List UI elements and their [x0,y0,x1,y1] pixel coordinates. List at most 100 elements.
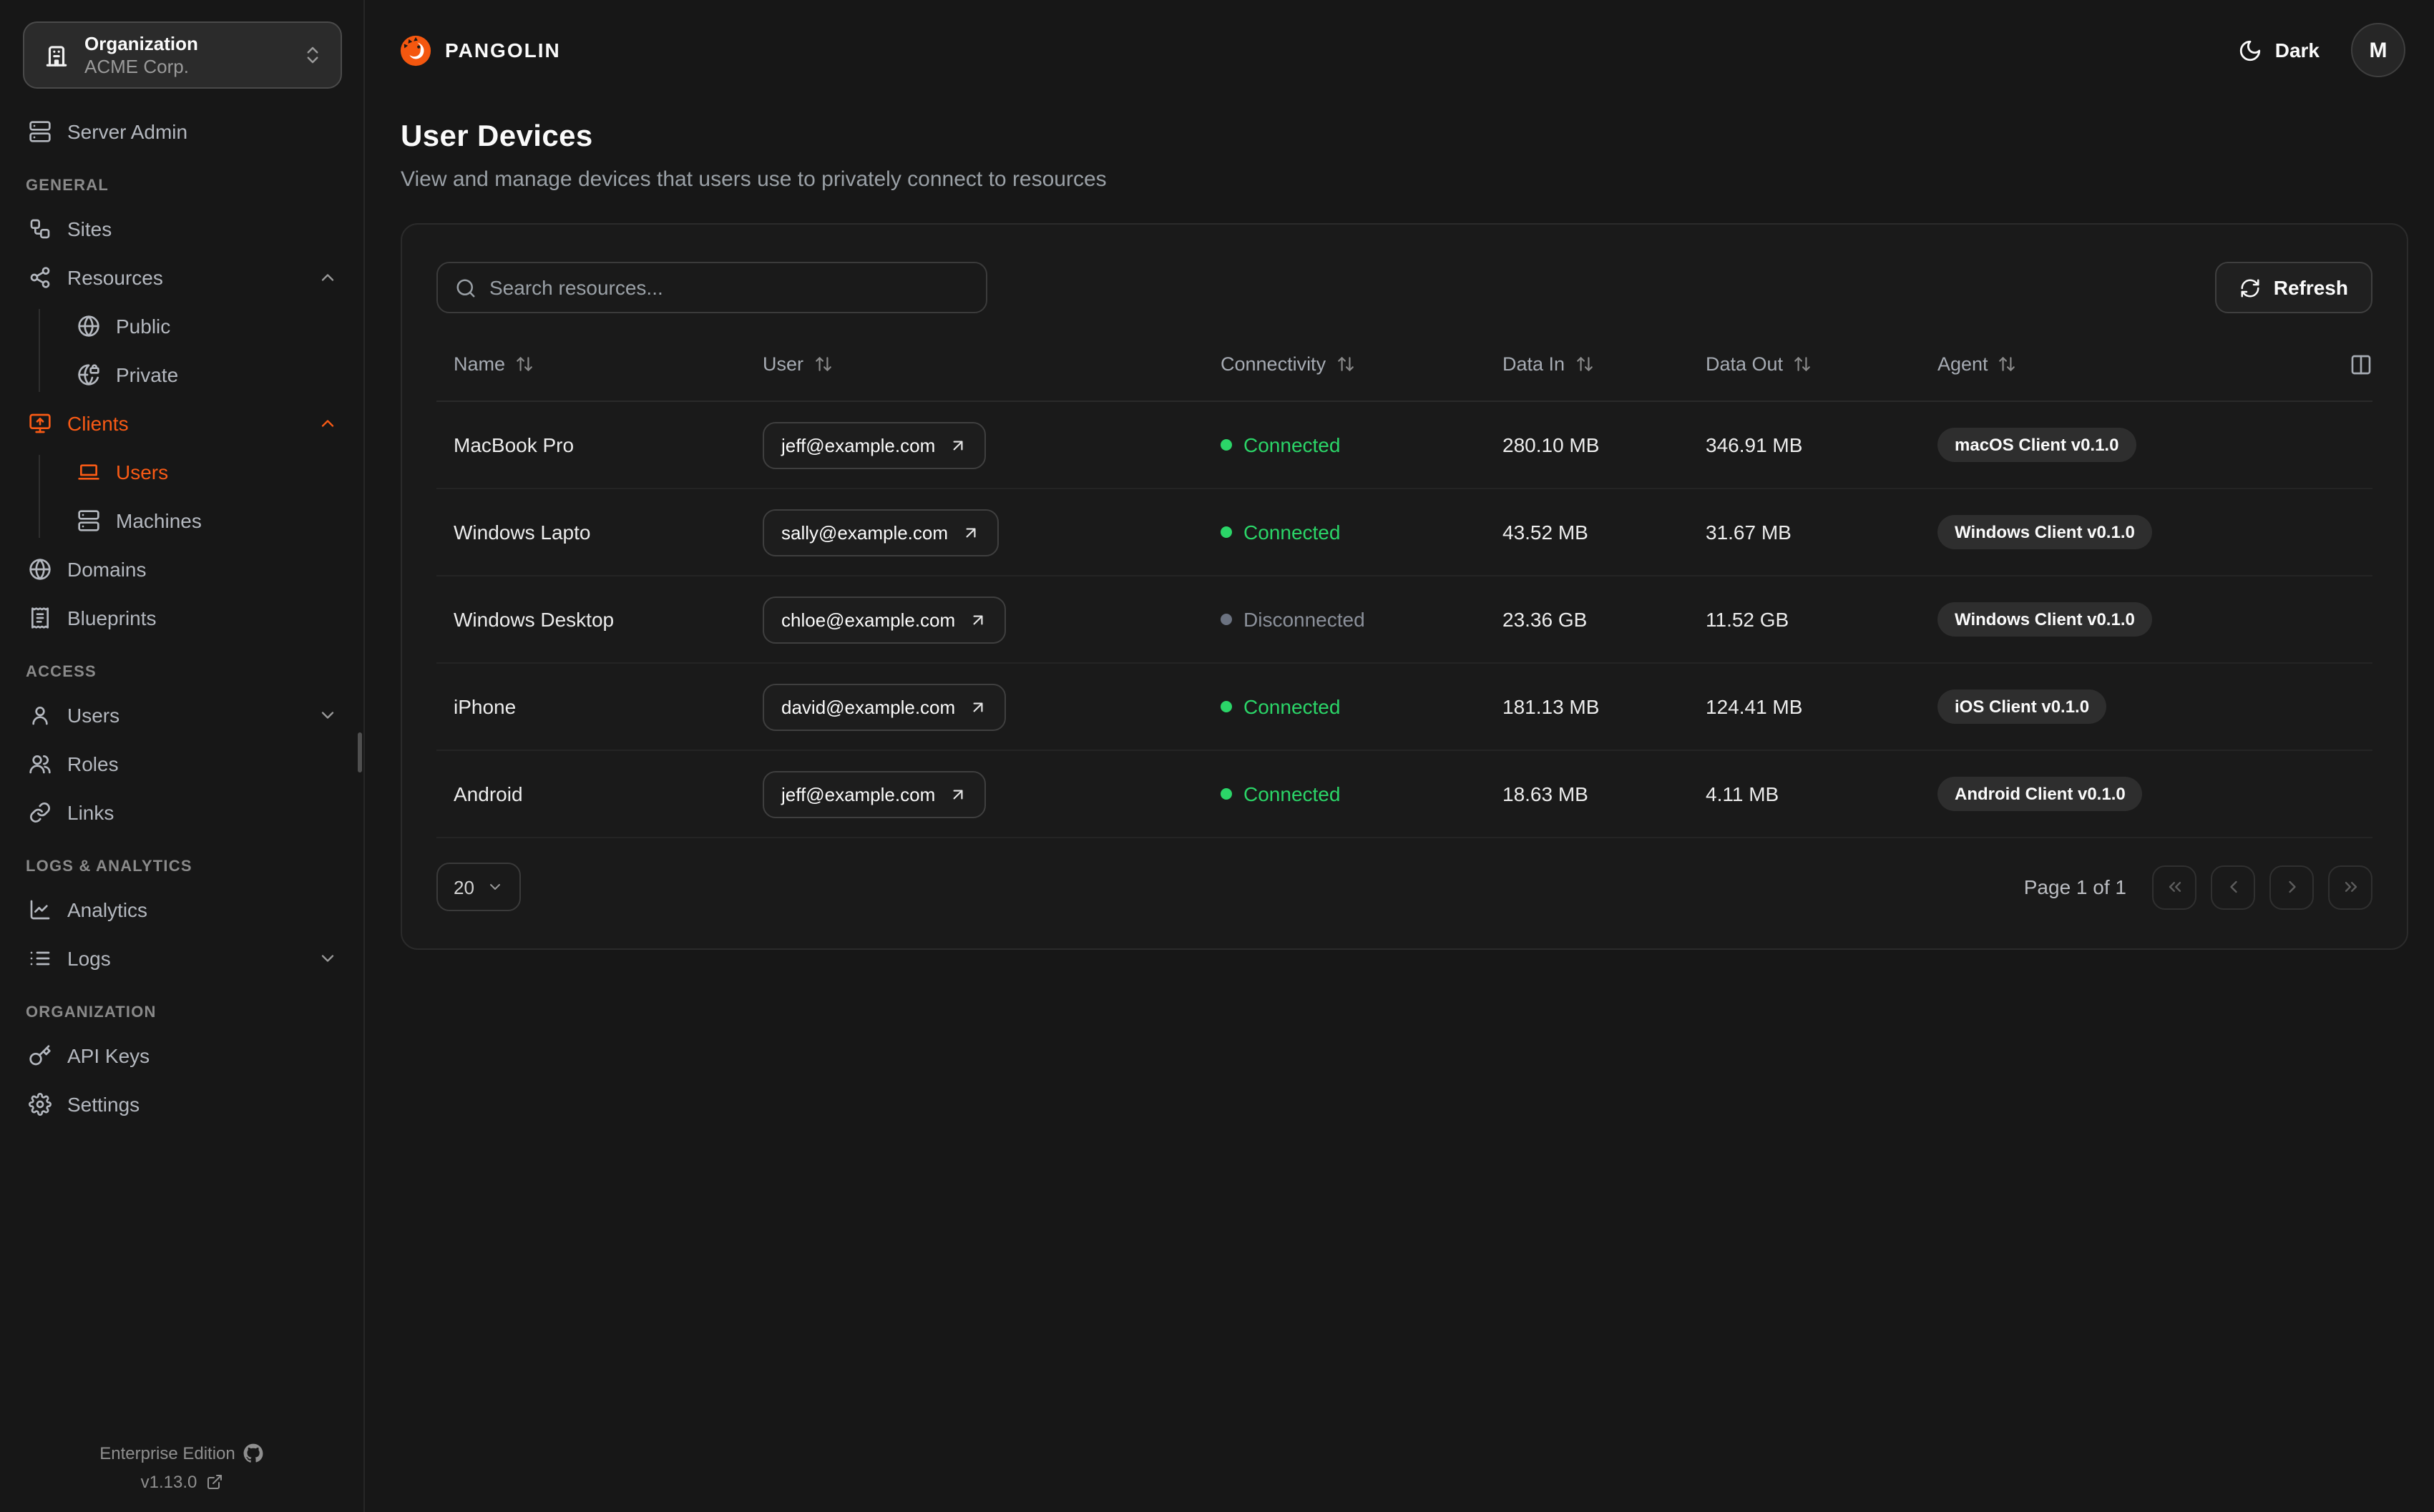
sidebar-item-domains[interactable]: Domains [23,552,343,586]
sidebar-item-label: Users [116,461,169,483]
search-input[interactable] [489,276,969,299]
github-icon[interactable] [244,1443,264,1463]
page-head: User Devices View and manage devices tha… [365,100,2434,192]
external-link-icon[interactable] [205,1473,223,1491]
sidebar-item-access-users[interactable]: Users [23,698,343,732]
chevron-up-icon[interactable] [318,413,338,433]
status-dot [1221,526,1232,538]
table-toolbar: Refresh [436,262,2372,313]
arrow-up-right-icon [952,440,962,450]
sidebar-nav: Server Admin GENERAL Sites Resources Pub… [23,114,343,1121]
agent-badge: iOS Client v0.1.0 [1937,689,2107,724]
device-name: Windows Desktop [454,608,615,631]
user-link-chip[interactable]: jeff@example.com [763,770,986,818]
organization-icon [43,41,70,69]
sidebar-item-settings[interactable]: Settings [23,1087,343,1121]
theme-label: Dark [2274,39,2320,62]
user-link-chip[interactable]: jeff@example.com [763,421,986,468]
columns-view-icon[interactable] [2350,353,2372,375]
sidebar-item-links[interactable]: Links [23,795,343,830]
sort-icon [1793,355,1812,373]
search-box [436,262,987,313]
column-header-data-in[interactable]: Data In [1485,353,1688,375]
monitor-up-icon [29,412,52,435]
user-email: david@example.com [781,696,956,717]
column-label: Agent [1937,353,1988,375]
sidebar-item-sites[interactable]: Sites [23,212,343,246]
data-in-value: 181.13 MB [1502,695,1600,718]
chevron-up-icon[interactable] [318,267,338,288]
agent-badge: Android Client v0.1.0 [1937,777,2143,811]
sidebar-item-label: Users [67,704,120,727]
sidebar-item-label: Blueprints [67,607,157,629]
sidebar-item-logs[interactable]: Logs [23,941,343,976]
server-icon [77,509,100,532]
sidebar-item-roles[interactable]: Roles [23,747,343,781]
sidebar-item-label: Roles [67,752,119,775]
data-in-value: 43.52 MB [1502,521,1588,544]
column-header-connectivity[interactable]: Connectivity [1203,353,1485,375]
table-row: MacBook Pro jeff@example.com Connected 2… [436,402,2372,489]
sort-icon [1336,355,1354,373]
user-email: jeff@example.com [781,434,936,456]
column-header-user[interactable]: User [746,353,1203,375]
receipt-icon [29,607,52,629]
sidebar-item-label: Resources [67,266,163,289]
sidebar-item-machines[interactable]: Machines [77,504,343,538]
first-page-button[interactable] [2152,865,2196,909]
refresh-button[interactable]: Refresh [2214,262,2372,313]
page-size-select[interactable]: 20 [436,863,522,911]
sort-icon [515,355,534,373]
sidebar-item-label: Domains [67,558,147,581]
user-link-chip[interactable]: chloe@example.com [763,596,1006,643]
chevron-down-icon[interactable] [318,948,338,968]
table-row: iPhone david@example.com Connected 181.1… [436,664,2372,751]
connectivity-status: Connected [1203,521,1485,544]
sidebar-item-analytics[interactable]: Analytics [23,893,343,927]
section-label-logs-analytics: LOGS & ANALYTICS [26,858,192,875]
chevron-down-icon[interactable] [318,705,338,725]
sidebar-item-public[interactable]: Public [77,309,343,343]
data-out-value: 31.67 MB [1706,521,1792,544]
pangolin-logo-icon [399,34,432,67]
list-icon [29,947,52,970]
sidebar-item-label: Machines [116,509,202,532]
theme-toggle[interactable]: Dark [2238,38,2320,62]
refresh-icon [2239,277,2261,298]
user-avatar[interactable]: M [2351,23,2405,77]
user-email: jeff@example.com [781,783,936,805]
last-page-button[interactable] [2328,865,2372,909]
arrow-up-right-icon [952,789,962,799]
sidebar-item-clients[interactable]: Clients [23,406,343,441]
page-size-value: 20 [454,876,474,898]
sidebar: Organization ACME Corp. Server Admin GEN… [0,0,365,1512]
section-label-access: ACCESS [26,664,97,681]
status-label: Connected [1243,695,1341,718]
user-link-chip[interactable]: david@example.com [763,683,1006,730]
brand[interactable]: PANGOLIN [399,34,561,67]
column-header-name[interactable]: Name [436,353,746,375]
sort-icon [1998,355,2017,373]
chevrons-up-down-icon [302,44,323,66]
section-label-general: GENERAL [26,177,109,195]
sidebar-item-server-admin[interactable]: Server Admin [23,114,343,149]
previous-page-button[interactable] [2211,865,2255,909]
agent-badge: macOS Client v0.1.0 [1937,428,2136,462]
gear-icon [29,1093,52,1116]
sidebar-item-resources[interactable]: Resources [23,260,343,295]
status-label: Connected [1243,521,1341,544]
sidebar-item-blueprints[interactable]: Blueprints [23,601,343,635]
sidebar-item-private[interactable]: Private [77,358,343,392]
organization-selector[interactable]: Organization ACME Corp. [23,21,342,89]
column-header-agent[interactable]: Agent [1920,353,2315,375]
devices-card: Refresh Name User Connectivity Data In [401,223,2408,950]
column-header-data-out[interactable]: Data Out [1688,353,1920,375]
data-out-value: 346.91 MB [1706,433,1803,456]
status-label: Connected [1243,782,1341,805]
sidebar-item-label: Server Admin [67,120,188,143]
sidebar-item-api-keys[interactable]: API Keys [23,1039,343,1073]
sidebar-item-clients-users[interactable]: Users [77,455,343,489]
user-link-chip[interactable]: sally@example.com [763,509,999,556]
next-page-button[interactable] [2269,865,2314,909]
sidebar-scrollbar-thumb[interactable] [358,732,362,772]
